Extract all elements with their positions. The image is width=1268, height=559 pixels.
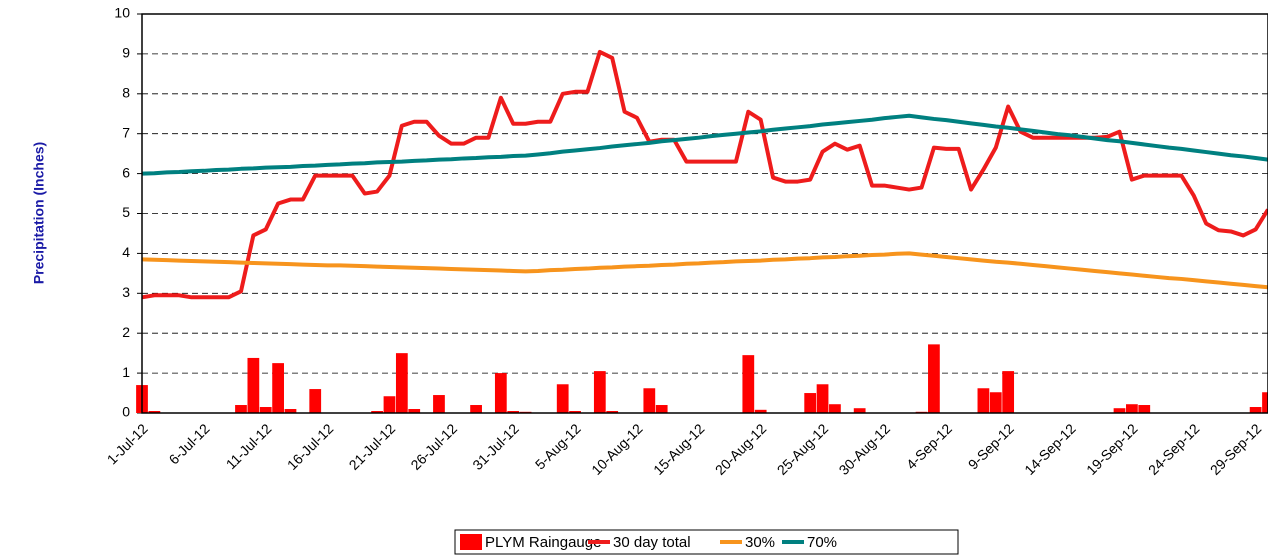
- x-tick-label: 30-Aug-12: [836, 420, 894, 478]
- x-tick-label: 16-Jul-12: [284, 420, 337, 473]
- legend: PLYM Raingauge 30 day total 30% 70%: [454, 529, 959, 555]
- y-tick-label: 6: [122, 164, 130, 180]
- x-tick-label: 29-Sep-12: [1207, 420, 1265, 478]
- x-tick-label: 25-Aug-12: [774, 420, 832, 478]
- bar: [804, 393, 817, 413]
- line: [141, 49, 1268, 300]
- y-tick-label: 0: [122, 404, 130, 420]
- y-tick-label: 4: [122, 244, 130, 260]
- x-tick-label: 31-Jul-12: [469, 420, 522, 473]
- bar: [1126, 404, 1138, 413]
- x-tick-label: 20-Aug-12: [712, 420, 770, 478]
- bar: [148, 411, 161, 413]
- x-tick-label: 10-Aug-12: [588, 420, 646, 478]
- y-tick-label: 1: [122, 364, 130, 380]
- y-tick-label: 3: [122, 284, 130, 300]
- bar: [470, 405, 482, 413]
- bar: [259, 407, 272, 413]
- bar: [1113, 408, 1126, 413]
- bar: [383, 396, 396, 413]
- line: [141, 113, 1268, 176]
- legend-label: 70%: [807, 534, 837, 551]
- bar: [433, 395, 445, 413]
- bar: [507, 411, 520, 413]
- bar: [1249, 407, 1262, 413]
- plot-area: 0 1 2 3 4 5 6 7 8 9 10 1-Jul-12 6-Jul-12 11-Jul-12 16-…: [104, 5, 1268, 478]
- bar: [754, 409, 767, 413]
- x-tick-label: 26-Jul-12: [407, 420, 460, 473]
- bar: [1002, 371, 1015, 413]
- legend-label: PLYM Raingauge: [485, 534, 601, 551]
- x-tick-label: 24-Sep-12: [1145, 420, 1203, 478]
- bar: [272, 363, 284, 413]
- bar: [494, 373, 507, 413]
- bar: [309, 389, 322, 413]
- legend-swatch: [460, 534, 482, 550]
- bar: [569, 411, 581, 413]
- x-tick-label: 9-Sep-12: [965, 420, 1017, 472]
- bar: [284, 409, 297, 413]
- bar: [371, 411, 383, 413]
- y-tick-label: 9: [122, 45, 130, 61]
- y-tick-label: 5: [122, 204, 130, 220]
- bar: [606, 411, 619, 413]
- bar: [928, 344, 940, 413]
- bar: [1138, 405, 1151, 413]
- legend-box: [454, 529, 959, 555]
- bar: [853, 408, 866, 413]
- plot-frame: [141, 13, 1268, 414]
- x-tick-label: 5-Aug-12: [532, 420, 584, 472]
- y-tick-label: 7: [122, 124, 130, 140]
- x-tick-label: 19-Sep-12: [1083, 420, 1141, 478]
- x-tick-label: 1-Jul-12: [104, 420, 151, 467]
- bar: [742, 355, 755, 413]
- bar: [556, 384, 569, 413]
- bar: [977, 388, 990, 413]
- bar: [593, 371, 606, 413]
- x-tick-label: 15-Aug-12: [650, 420, 708, 478]
- line: [141, 251, 1268, 290]
- y-tick-label: 10: [114, 5, 130, 21]
- legend-label: 30 day total: [613, 534, 691, 551]
- bar: [247, 357, 260, 413]
- x-tick-label: 11-Jul-12: [223, 420, 275, 472]
- bar: [816, 384, 829, 413]
- x-tick-label: 14-Sep-12: [1021, 420, 1079, 478]
- x-tick-label: 6-Jul-12: [166, 420, 213, 467]
- bar: [395, 353, 408, 413]
- bar: [235, 405, 247, 413]
- bar: [643, 388, 656, 413]
- legend-label: 30%: [745, 534, 775, 551]
- bar: [655, 405, 668, 413]
- bar: [1262, 392, 1268, 413]
- bar: [829, 404, 841, 413]
- x-tick-label: 4-Sep-12: [903, 420, 955, 472]
- bar: [408, 409, 421, 413]
- bar: [989, 392, 1002, 413]
- y-tick-label: 8: [122, 85, 130, 101]
- y-tick-label: 2: [122, 324, 130, 340]
- x-tick-label: 21-Jul-12: [346, 420, 399, 473]
- y-axis-label: Precipitation (Inches): [31, 142, 47, 284]
